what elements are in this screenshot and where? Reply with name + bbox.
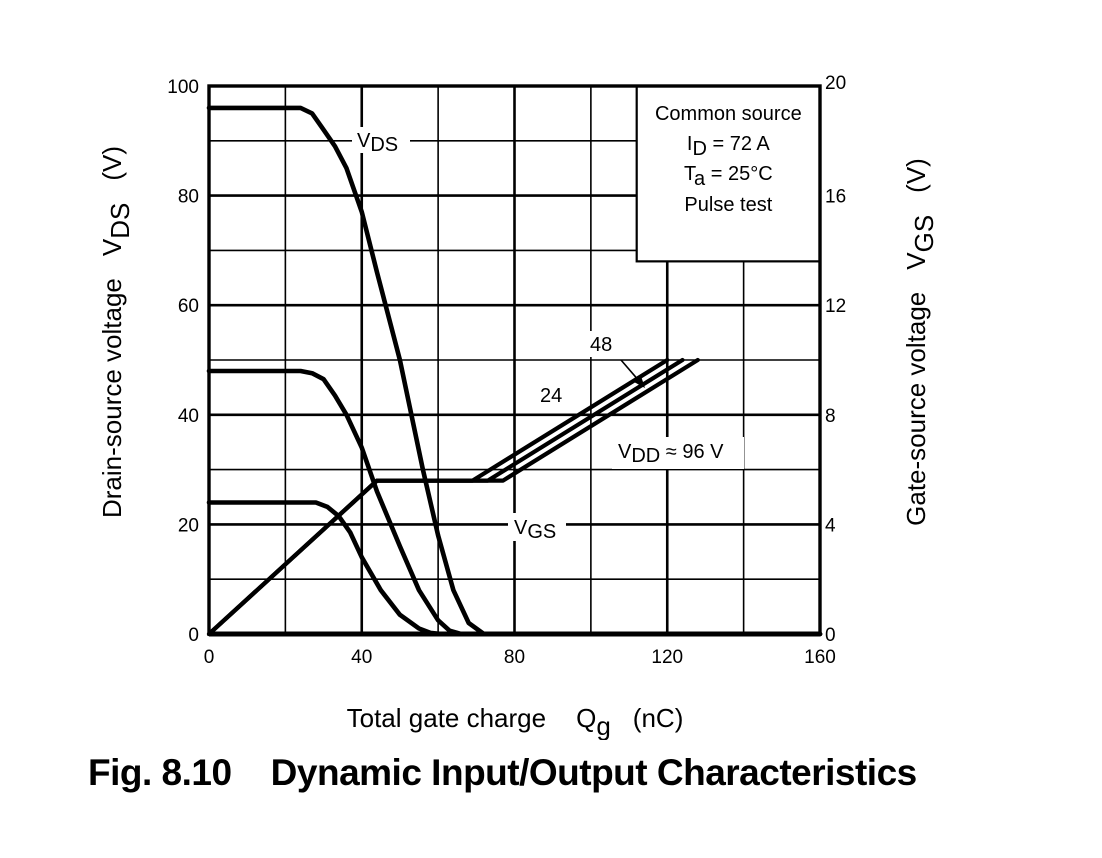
vds-curve-label: VDS	[357, 130, 398, 156]
y-right-title-sym: V	[901, 252, 931, 270]
y-left-title-sub: DS	[105, 203, 135, 239]
x-tick-label: 0	[204, 647, 215, 668]
vgs-sub: GS	[527, 521, 556, 543]
vgs-curve-label: VGS	[514, 517, 556, 543]
y-left-tick-label: 20	[178, 515, 199, 536]
x-tick-label: 40	[351, 647, 372, 668]
x-axis-title-text: Total gate charge	[347, 703, 546, 733]
y-left-tick-label: 60	[178, 296, 199, 317]
y-right-tick-label: 0	[825, 625, 836, 646]
series-line-5	[206, 357, 700, 637]
vgs-sym: V	[514, 517, 528, 539]
y-right-tick-label: 12	[825, 296, 846, 317]
x-tick-label: 80	[504, 647, 525, 668]
vgs-label-bg	[508, 513, 566, 541]
y-right-axis-title: Gate-source voltage VGS (V)	[901, 158, 939, 526]
vdd-96-label: VDD ≈ 96 V	[618, 441, 724, 467]
label-48-arrowhead	[634, 376, 645, 388]
plot-frame	[207, 84, 822, 637]
x-tick-label: 160	[804, 647, 836, 668]
y-left-title-sym: V	[97, 238, 127, 256]
cond-ta-value: = 25°C	[705, 163, 772, 185]
cond-id-sym: I	[687, 133, 693, 155]
chart-svg: Common source ID = 72 A Ta = 25°C Pulse …	[97, 73, 939, 740]
cond-ta-sub: a	[694, 168, 706, 190]
series-line-4	[206, 357, 685, 637]
x-axis-title-sub: g	[596, 711, 610, 740]
y-left-tick-label: 40	[178, 406, 199, 427]
x-axis-title-unit: (nC)	[633, 703, 684, 733]
vdd-sym: V	[618, 441, 632, 463]
curve-annotations: VDS VGS VDD ≈ 96 V 24 48	[352, 127, 744, 543]
vds-sub: DS	[370, 134, 398, 156]
vdd-24-label: 24	[540, 385, 562, 407]
conditions-box: Common source ID = 72 A Ta = 25°C Pulse …	[635, 84, 822, 263]
series-line-1	[206, 368, 823, 637]
condition-common-source: Common source	[655, 103, 802, 125]
vds-sym: V	[357, 130, 371, 152]
cond-ta-sym: T	[684, 163, 696, 185]
vdd-sub: DD	[631, 445, 660, 467]
conditions-box-frame	[635, 84, 822, 263]
y-right-title-text: Gate-source voltage	[901, 292, 931, 526]
x-tick-label: 120	[651, 647, 683, 668]
condition-drain-current: ID = 72 A	[687, 133, 771, 160]
y-right-title-unit: (V)	[901, 158, 931, 193]
series-line-0	[206, 105, 823, 637]
y-right-tick-label: 20	[825, 73, 846, 94]
cond-id-value: = 72 A	[707, 133, 770, 155]
vdd-48-label: 48	[590, 334, 612, 356]
label-48-arrow-line	[620, 359, 641, 383]
figure-caption: Fig. 8.10 Dynamic Input/Output Character…	[88, 752, 917, 793]
y-left-tick-label: 0	[188, 625, 199, 646]
grid-lines	[209, 86, 820, 634]
vdd-value: ≈ 96 V	[660, 441, 724, 463]
y-right-tick-label: 4	[825, 515, 836, 536]
x-axis-title: Total gate charge Qg (nC)	[347, 703, 684, 740]
vds-label-bg	[352, 127, 410, 153]
vdd-label-bg	[612, 437, 744, 469]
condition-ambient-temp: Ta = 25°C	[684, 163, 773, 190]
x-axis-title-gap: Q	[576, 703, 596, 733]
condition-pulse-test: Pulse test	[684, 194, 772, 216]
y-left-axis-title: Drain-source voltage VDS (V)	[97, 146, 135, 518]
y-left-tick-label: 80	[178, 187, 199, 208]
cond-id-sub: D	[692, 138, 706, 160]
y-left-title-text: Drain-source voltage	[97, 278, 127, 518]
y-left-tick-label: 100	[167, 77, 199, 98]
y-right-tick-label: 16	[825, 187, 846, 208]
y-right-title-sub: GS	[909, 215, 939, 253]
series-lines	[206, 105, 823, 637]
y-right-tick-label: 8	[825, 406, 836, 427]
label-48-bg	[586, 331, 622, 357]
y-left-title-unit: (V)	[97, 146, 127, 181]
